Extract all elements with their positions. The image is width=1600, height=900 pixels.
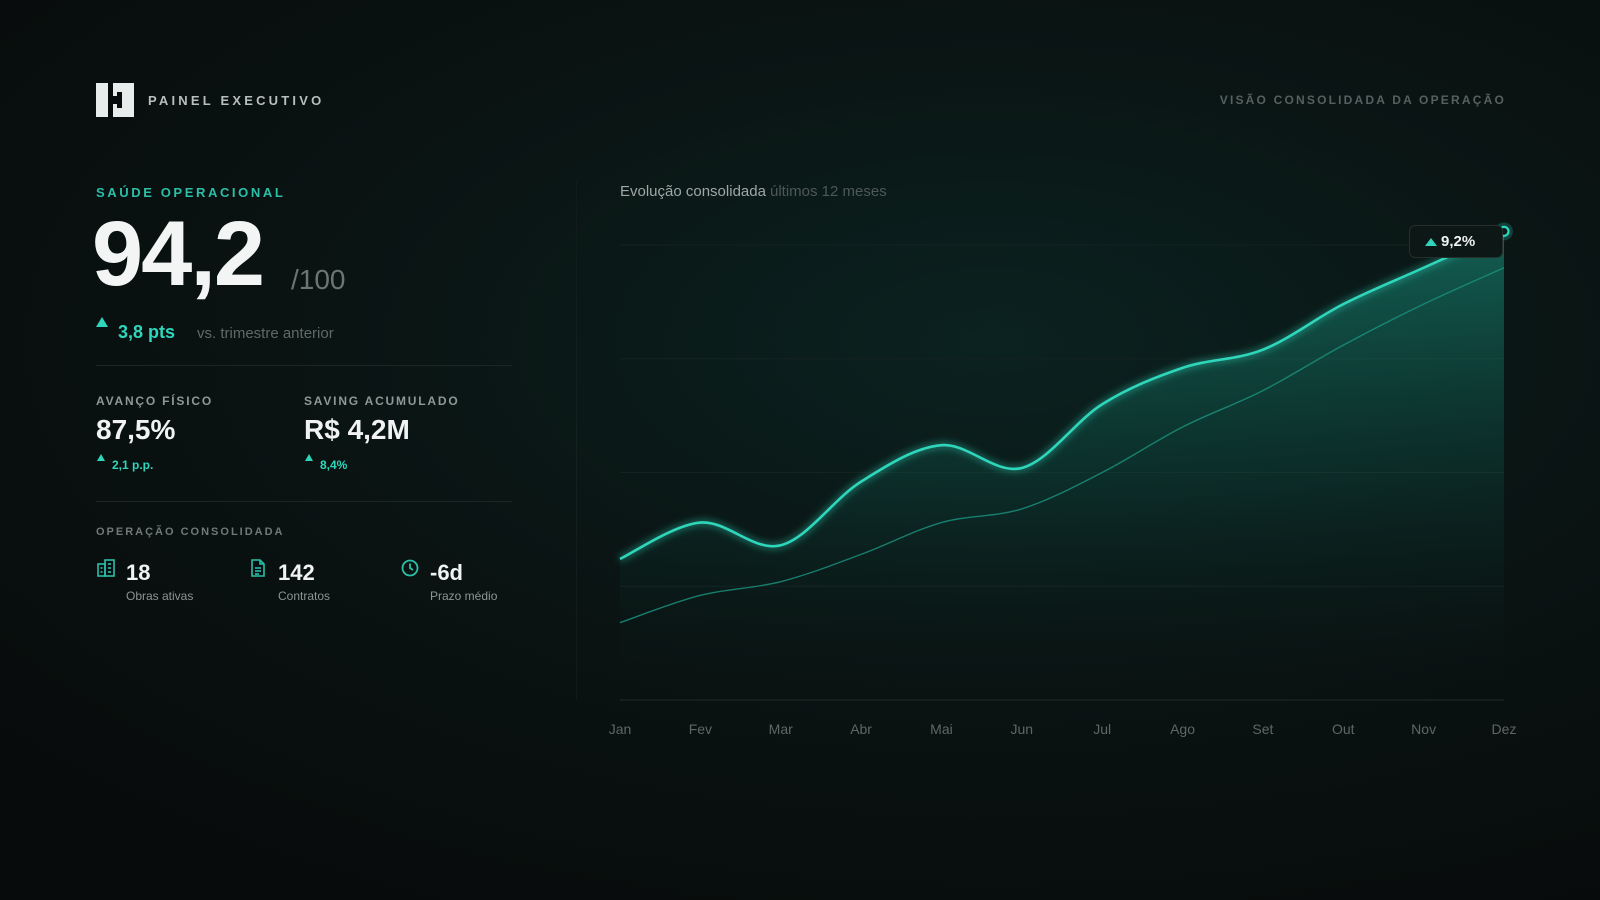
x-tick-label: Dez [1492,721,1517,737]
divider [96,365,512,366]
x-tick-label: Fev [689,721,712,737]
x-tick-label: Jan [609,721,632,737]
chart-series [618,222,1513,700]
operation-section-label: OPERAÇÃO CONSOLIDADA [96,526,285,538]
contracts-value: 142 [278,560,315,585]
clock-icon [401,559,419,577]
x-tick-label: Jul [1093,721,1111,737]
buildings-icon [97,559,115,577]
active-works-value: 18 [126,560,151,585]
up-arrow-icon [305,454,313,461]
secondary-series-line [619,267,1505,624]
up-arrow-icon [1425,238,1437,246]
document-icon [251,559,265,577]
kpi-delta-progress: 2,1 p.p. [112,458,154,472]
avg-term-caption: Prazo médio [430,589,498,603]
primary-series-line [619,230,1505,561]
data-point-fev [698,521,702,525]
health-delta: 3,8 pts [118,322,176,342]
kpi-value-saving: R$ 4,2M [304,414,410,445]
x-tick-label: Nov [1411,721,1436,737]
x-tick-label: Set [1252,721,1273,737]
x-tick-label: Mai [930,721,953,737]
health-section-label: SAÚDE OPERACIONAL [96,185,286,200]
chart-subtitle: últimos 12 meses [770,183,887,200]
chart-title: Evolução consolidada [620,183,766,200]
data-point-set [1261,348,1265,352]
x-tick-label: Jun [1011,721,1034,737]
x-tick-label: Mar [769,721,793,737]
x-tick-label: Ago [1170,721,1195,737]
series-area [620,231,1504,700]
divider [96,501,512,502]
kpi-label-saving: SAVING ACUMULADO [304,394,460,408]
data-point-jan [618,557,622,561]
data-point-jul [1100,402,1104,406]
active-works-caption: Obras ativas [126,589,194,603]
growth-badge [1409,225,1503,258]
kpi-value-progress: 87,5% [96,414,176,445]
health-score-max: /100 [291,264,346,295]
data-point-mai [939,443,943,447]
data-point-abr [859,480,863,484]
chart-x-axis: Jan Fev Mar Abr Mai Jun Jul Ago Set Out Nov Dez [609,721,1517,737]
data-point-nov [1422,266,1426,270]
avg-term-value: -6d [430,560,463,585]
x-tick-label: Abr [850,721,872,737]
data-point-jun [1020,466,1024,470]
x-tick-label: Out [1332,721,1355,737]
brand-logo [96,83,134,117]
up-arrow-icon [97,454,105,461]
health-delta-note: vs. trimestre anterior [197,325,334,342]
panel-divider [576,180,577,700]
health-score: 94,2 [92,203,265,305]
up-arrow-icon [96,317,108,327]
data-point-out [1341,302,1345,306]
kpi-label-progress: AVANÇO FÍSICO [96,394,213,408]
data-point-ago [1181,366,1185,370]
contracts-caption: Contratos [278,589,331,603]
growth-badge-value: 9,2% [1441,233,1476,250]
kpi-delta-saving: 8,4% [320,458,348,472]
data-point-mar [779,543,783,547]
header-subtitle: VISÃO CONSOLIDADA DA OPERAÇÃO [1219,93,1506,107]
brand-title: PAINEL EXECUTIVO [148,93,325,108]
